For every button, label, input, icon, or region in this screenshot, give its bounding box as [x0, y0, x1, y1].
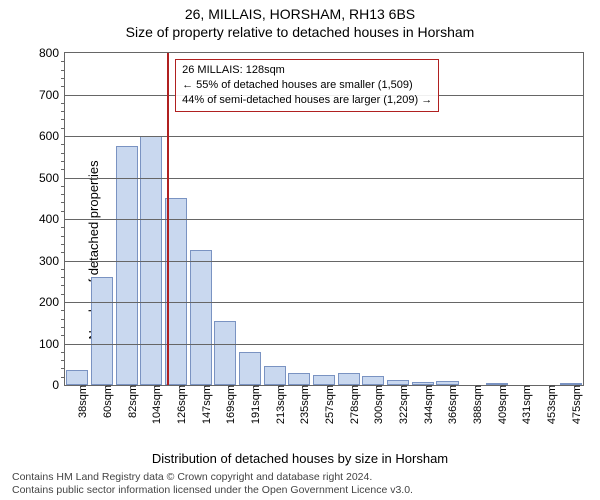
y-minor-tick	[61, 327, 65, 328]
footer-line-1: Contains HM Land Registry data © Crown c…	[12, 471, 588, 485]
y-minor-tick	[61, 186, 65, 187]
annotation-line: 26 MILLAIS: 128sqm	[182, 63, 432, 78]
x-tick-label: 104sqm	[147, 385, 163, 424]
y-tick-label: 400	[39, 212, 65, 226]
x-tick-label: 300sqm	[369, 385, 385, 424]
y-tick-label: 300	[39, 254, 65, 268]
x-tick-label: 453sqm	[542, 385, 558, 424]
y-minor-tick	[61, 61, 65, 62]
gridline	[65, 178, 583, 179]
bar	[214, 321, 236, 385]
y-minor-tick	[61, 78, 65, 79]
y-minor-tick	[61, 377, 65, 378]
y-tick-label: 800	[39, 46, 65, 60]
y-minor-tick	[61, 277, 65, 278]
bar	[313, 375, 335, 385]
x-tick-label: 322sqm	[394, 385, 410, 424]
y-minor-tick	[61, 144, 65, 145]
y-minor-tick	[61, 103, 65, 104]
annotation-line: 44% of semi-detached houses are larger (…	[182, 93, 432, 108]
annotation-box: 26 MILLAIS: 128sqm← 55% of detached hous…	[175, 59, 439, 112]
y-minor-tick	[61, 119, 65, 120]
bar	[264, 366, 286, 385]
y-tick-label: 500	[39, 171, 65, 185]
x-tick-label: 82sqm	[123, 385, 139, 418]
y-minor-tick	[61, 111, 65, 112]
annotation-line: ← 55% of detached houses are smaller (1,…	[182, 78, 432, 93]
x-tick-label: 257sqm	[320, 385, 336, 424]
x-tick-label: 475sqm	[567, 385, 583, 424]
y-minor-tick	[61, 352, 65, 353]
y-minor-tick	[61, 252, 65, 253]
chart-card: 26, MILLAIS, HORSHAM, RH13 6BS Size of p…	[0, 0, 600, 500]
y-tick-label: 0	[52, 378, 65, 392]
y-minor-tick	[61, 161, 65, 162]
y-minor-tick	[61, 368, 65, 369]
y-minor-tick	[61, 310, 65, 311]
gridline	[65, 136, 583, 137]
bar	[288, 373, 310, 385]
x-tick-label: 126sqm	[172, 385, 188, 424]
y-tick-label: 200	[39, 295, 65, 309]
footer-attribution: Contains HM Land Registry data © Crown c…	[12, 471, 588, 498]
y-minor-tick	[61, 202, 65, 203]
y-minor-tick	[61, 269, 65, 270]
y-minor-tick	[61, 285, 65, 286]
y-minor-tick	[61, 244, 65, 245]
y-minor-tick	[61, 169, 65, 170]
bar	[66, 370, 88, 385]
x-tick-label: 191sqm	[246, 385, 262, 424]
x-tick-label: 409sqm	[493, 385, 509, 424]
plot-area: 38sqm60sqm82sqm104sqm126sqm147sqm169sqm1…	[64, 52, 584, 386]
chart-title-line2: Size of property relative to detached ho…	[0, 24, 600, 40]
y-minor-tick	[61, 335, 65, 336]
bar	[362, 376, 384, 385]
x-tick-label: 60sqm	[98, 385, 114, 418]
y-minor-tick	[61, 227, 65, 228]
y-tick-label: 600	[39, 129, 65, 143]
x-tick-label: 366sqm	[443, 385, 459, 424]
x-tick-label: 431sqm	[517, 385, 533, 424]
bar	[116, 146, 138, 385]
y-minor-tick	[61, 360, 65, 361]
chart-title-line1: 26, MILLAIS, HORSHAM, RH13 6BS	[0, 6, 600, 22]
y-minor-tick	[61, 153, 65, 154]
x-tick-label: 147sqm	[197, 385, 213, 424]
x-tick-label: 38sqm	[73, 385, 89, 418]
gridline	[65, 219, 583, 220]
x-tick-label: 213sqm	[271, 385, 287, 424]
y-tick-label: 700	[39, 88, 65, 102]
bar	[190, 250, 212, 385]
x-tick-label: 278sqm	[345, 385, 361, 424]
y-minor-tick	[61, 294, 65, 295]
y-minor-tick	[61, 319, 65, 320]
y-tick-label: 100	[39, 337, 65, 351]
x-tick-label: 344sqm	[419, 385, 435, 424]
marker-line	[167, 53, 169, 385]
gridline	[65, 261, 583, 262]
y-minor-tick	[61, 128, 65, 129]
footer-line-2: Contains public sector information licen…	[12, 484, 588, 498]
y-minor-tick	[61, 211, 65, 212]
x-axis-label: Distribution of detached houses by size …	[0, 451, 600, 466]
x-tick-label: 388sqm	[468, 385, 484, 424]
y-minor-tick	[61, 236, 65, 237]
bar	[239, 352, 261, 385]
x-tick-label: 169sqm	[221, 385, 237, 424]
y-minor-tick	[61, 70, 65, 71]
y-minor-tick	[61, 194, 65, 195]
bar	[91, 277, 113, 385]
y-minor-tick	[61, 86, 65, 87]
bar	[338, 373, 360, 385]
gridline	[65, 302, 583, 303]
gridline	[65, 344, 583, 345]
x-tick-label: 235sqm	[295, 385, 311, 424]
